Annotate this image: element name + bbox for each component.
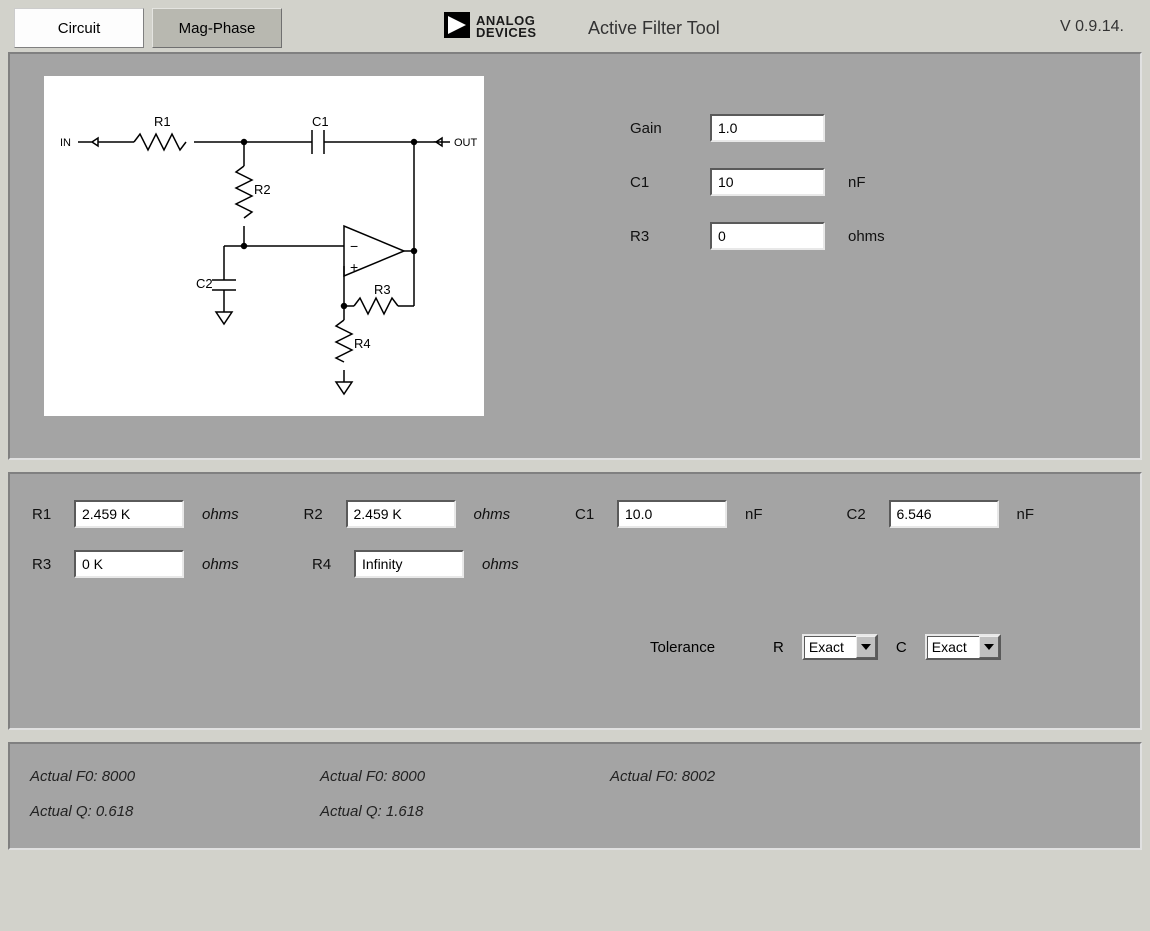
brand-logo: ANALOGDEVICES bbox=[444, 12, 537, 41]
value-r3-input[interactable] bbox=[74, 550, 184, 578]
param-r3-label: R3 bbox=[630, 228, 710, 245]
value-c1-input[interactable] bbox=[617, 500, 727, 528]
value-r1-unit: ohms bbox=[202, 506, 239, 523]
schematic-label-r1: R1 bbox=[154, 114, 171, 129]
schematic-label-r2: R2 bbox=[254, 182, 271, 197]
param-c1-label: C1 bbox=[630, 174, 710, 191]
value-c1-label: C1 bbox=[575, 506, 617, 523]
tolerance-label: Tolerance bbox=[650, 639, 715, 656]
status-q-0: Actual Q: 0.618 bbox=[30, 803, 320, 824]
tab-strip: Circuit Mag-Phase bbox=[14, 8, 282, 48]
status-panel: Actual F0: 8000 Actual F0: 8000 Actual F… bbox=[8, 742, 1142, 850]
schematic-label-c2: C2 bbox=[196, 276, 213, 291]
status-f0-1: Actual F0: 8000 bbox=[320, 768, 610, 789]
status-q-2 bbox=[610, 803, 900, 824]
param-c1-unit: nF bbox=[830, 174, 910, 191]
brand-text: ANALOGDEVICES bbox=[476, 15, 537, 39]
param-r3-unit: ohms bbox=[830, 228, 910, 245]
tab-circuit-label: Circuit bbox=[58, 20, 101, 37]
status-f0-0: Actual F0: 8000 bbox=[30, 768, 320, 789]
chevron-down-icon[interactable] bbox=[979, 636, 999, 658]
status-q-1: Actual Q: 1.618 bbox=[320, 803, 610, 824]
schematic-label-out: OUT bbox=[454, 137, 478, 149]
svg-text:+: + bbox=[350, 259, 358, 275]
analog-devices-icon bbox=[444, 12, 470, 41]
schematic-label-c1: C1 bbox=[312, 114, 329, 129]
value-c1-unit: nF bbox=[745, 506, 763, 523]
value-r2-input[interactable] bbox=[346, 500, 456, 528]
version-label: V 0.9.14. bbox=[1060, 18, 1124, 36]
tolerance-c-select[interactable]: Exact bbox=[925, 634, 1001, 660]
value-r4-input[interactable] bbox=[354, 550, 464, 578]
tab-mag-phase-label: Mag-Phase bbox=[179, 20, 256, 37]
circuit-panel: IN R1 C1 bbox=[8, 52, 1142, 460]
svg-text:−: − bbox=[350, 238, 358, 254]
top-params: Gain C1 nF R3 ohms bbox=[630, 114, 910, 250]
tab-circuit[interactable]: Circuit bbox=[14, 8, 144, 48]
param-gain-input[interactable] bbox=[710, 114, 825, 142]
value-c2-input[interactable] bbox=[889, 500, 999, 528]
schematic-label-in: IN bbox=[60, 137, 71, 149]
tolerance-r-value: Exact bbox=[804, 636, 856, 658]
tolerance-r-label: R bbox=[773, 639, 784, 656]
value-r2-unit: ohms bbox=[474, 506, 511, 523]
param-r3-input[interactable] bbox=[710, 222, 825, 250]
tolerance-row: Tolerance R Exact C Exact bbox=[650, 634, 1001, 660]
tolerance-c-value: Exact bbox=[927, 636, 979, 658]
value-r4-unit: ohms bbox=[482, 556, 519, 573]
schematic-canvas: IN R1 C1 bbox=[44, 76, 484, 416]
tab-mag-phase[interactable]: Mag-Phase bbox=[152, 8, 282, 48]
topbar: Circuit Mag-Phase ANALOGDEVICES Active F… bbox=[8, 4, 1142, 52]
tolerance-c-label: C bbox=[896, 639, 907, 656]
value-c2-unit: nF bbox=[1017, 506, 1035, 523]
value-c2-label: C2 bbox=[847, 506, 889, 523]
values-panel: R1 ohms R2 ohms C1 nF C2 nF R3 bbox=[8, 472, 1142, 730]
value-r1-label: R1 bbox=[32, 506, 74, 523]
schematic-label-r4: R4 bbox=[354, 336, 371, 351]
value-r2-label: R2 bbox=[304, 506, 346, 523]
param-c1-input[interactable] bbox=[710, 168, 825, 196]
chevron-down-icon[interactable] bbox=[856, 636, 876, 658]
value-r3-unit: ohms bbox=[202, 556, 239, 573]
status-f0-2: Actual F0: 8002 bbox=[610, 768, 900, 789]
tolerance-r-select[interactable]: Exact bbox=[802, 634, 878, 660]
value-r1-input[interactable] bbox=[74, 500, 184, 528]
app-title: Active Filter Tool bbox=[588, 18, 720, 39]
value-r4-label: R4 bbox=[312, 556, 354, 573]
value-r3-label: R3 bbox=[32, 556, 74, 573]
param-gain-label: Gain bbox=[630, 120, 710, 137]
schematic-label-r3: R3 bbox=[374, 282, 391, 297]
